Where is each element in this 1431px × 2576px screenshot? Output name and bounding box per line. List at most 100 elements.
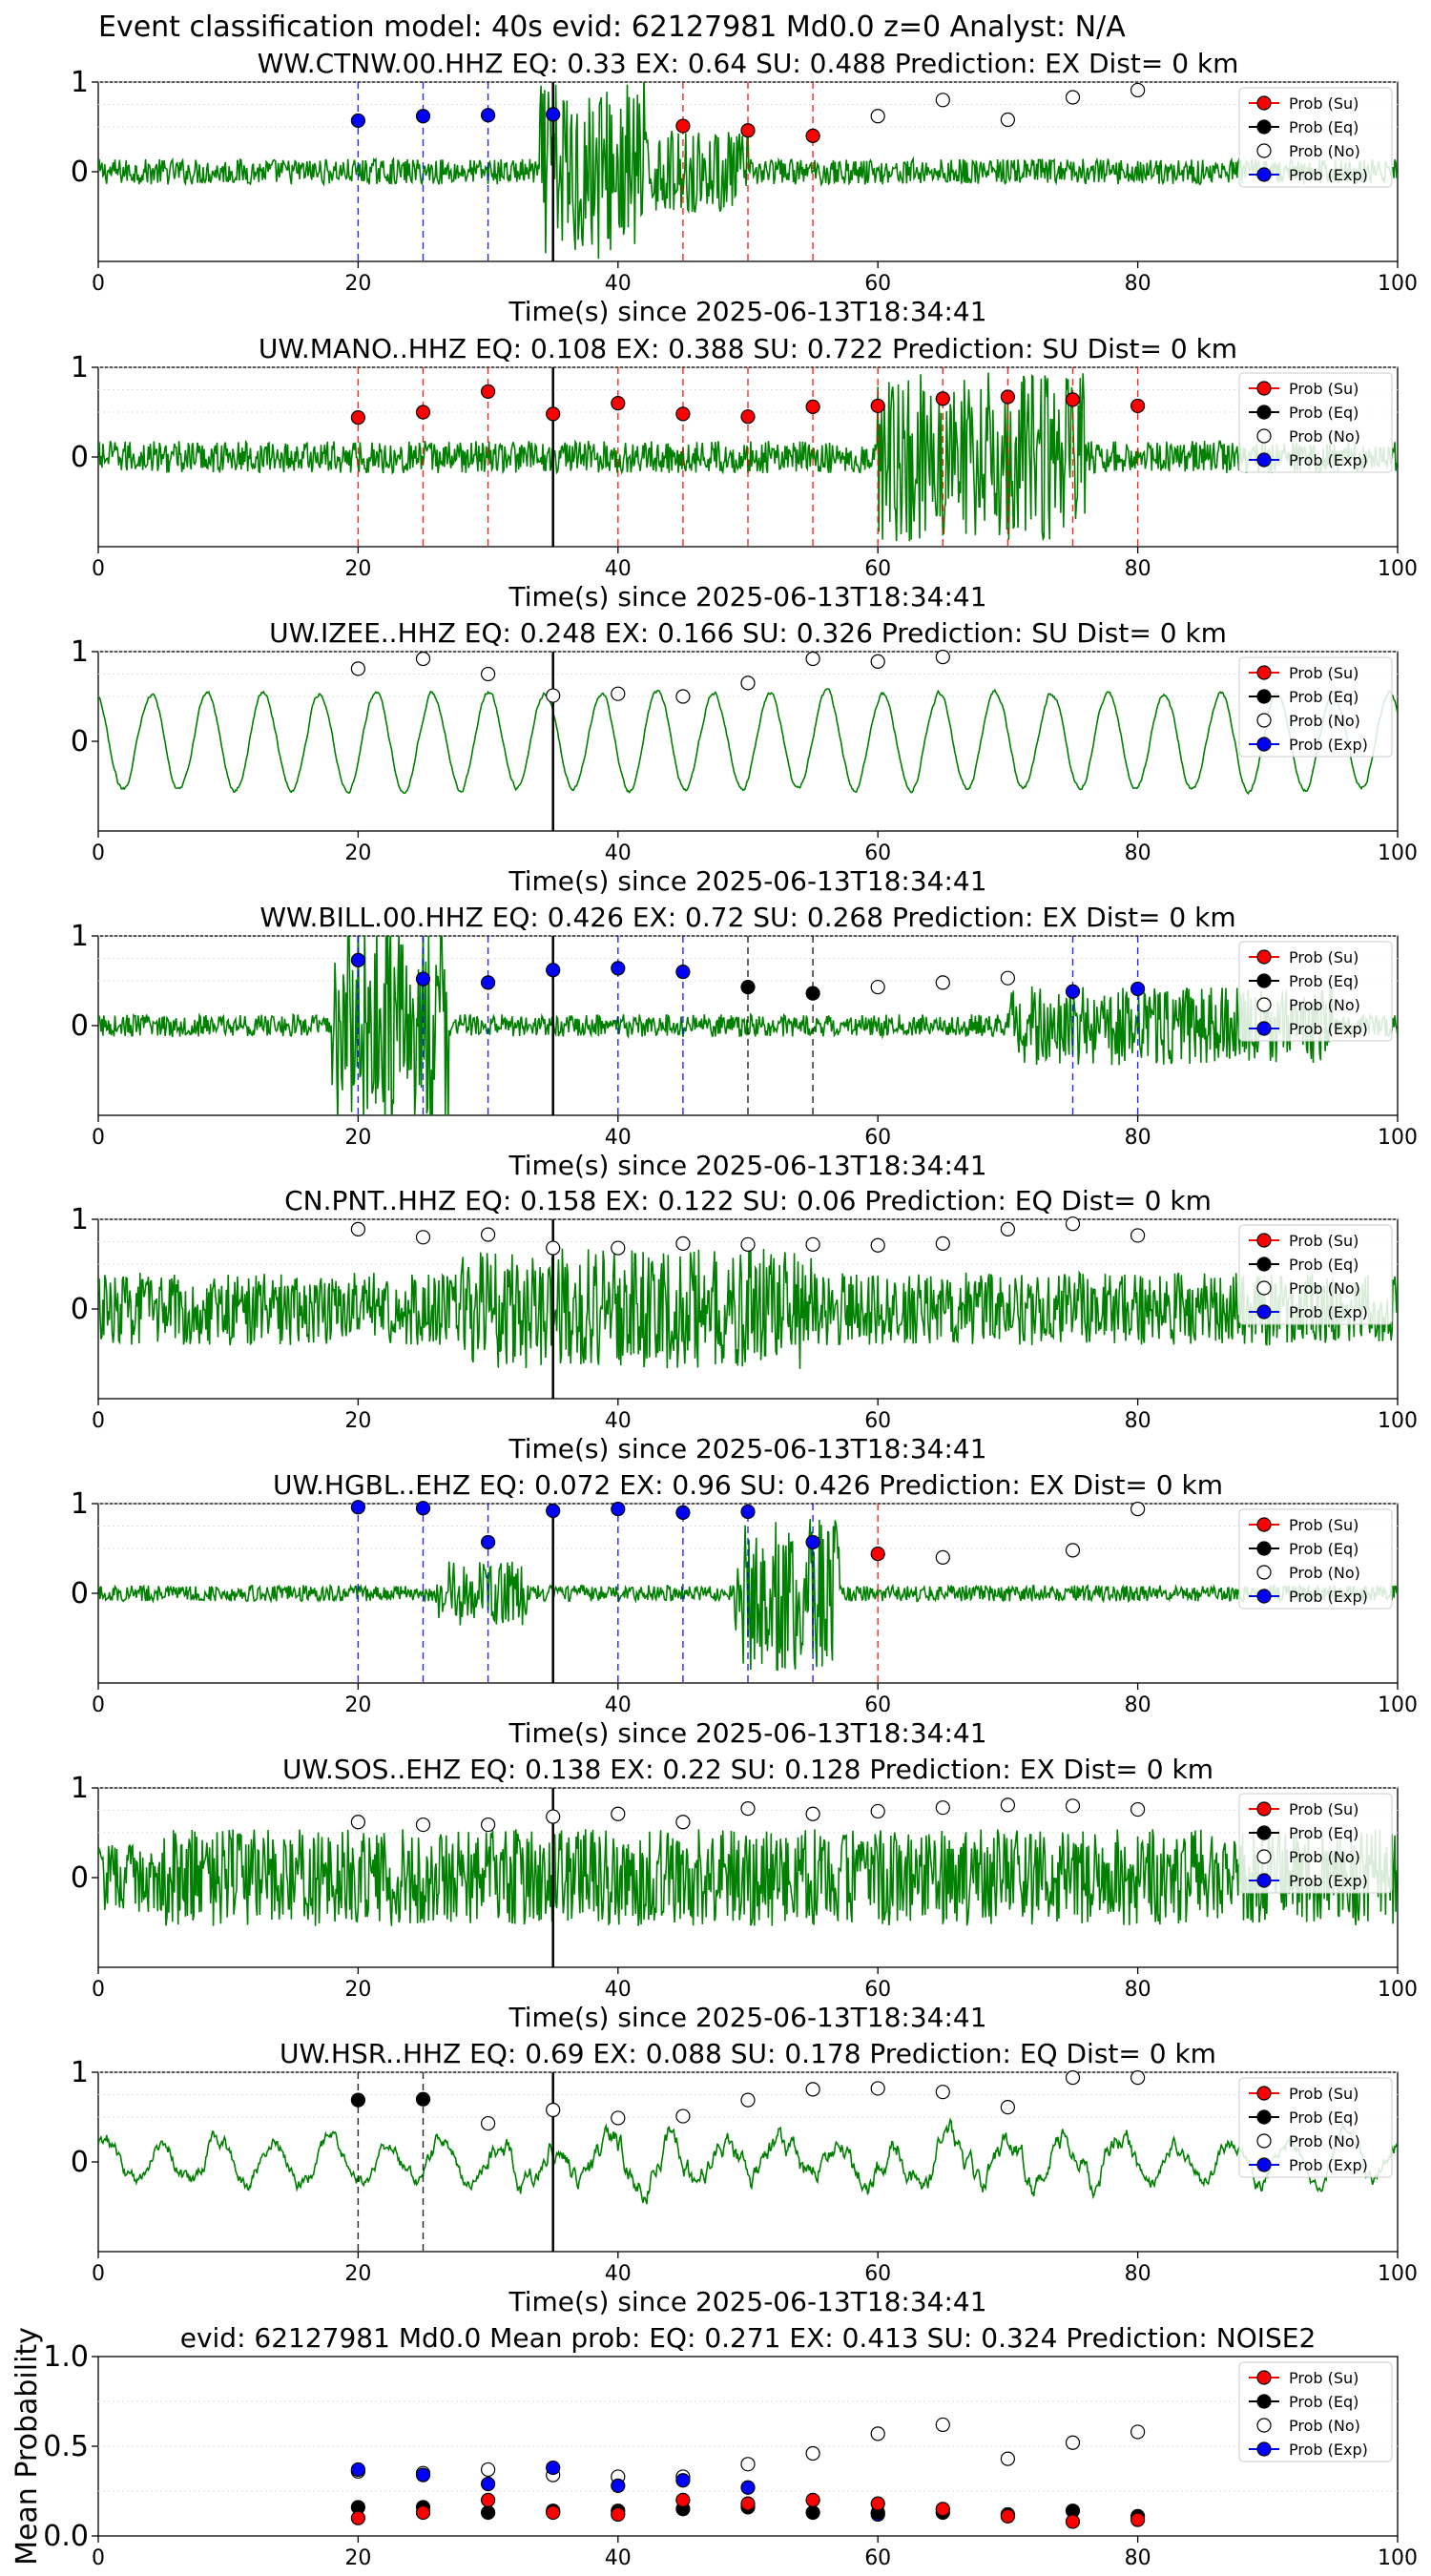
legend: Prob (Su) Prob (Eq) Prob (No) Prob (Exp) xyxy=(1238,2361,1393,2462)
legend-box xyxy=(1238,1793,1393,1894)
prob-point-no xyxy=(546,1809,561,1824)
prob-point-no xyxy=(1065,1543,1081,1558)
prob-point-no xyxy=(935,93,950,108)
legend-label: Prob (Su) xyxy=(1289,2369,1358,2387)
prob-point-no xyxy=(740,1236,756,1252)
legend-marker xyxy=(1256,1589,1272,1604)
y-tick-label: 0 xyxy=(71,725,89,758)
legend-label: Prob (Su) xyxy=(1289,1800,1358,1818)
prob-point-no xyxy=(350,661,365,676)
prob-point-su xyxy=(415,405,431,420)
legend-box xyxy=(1238,372,1393,473)
x-tick-label: 60 xyxy=(864,1693,891,1717)
x-tick-label: 100 xyxy=(1378,841,1418,865)
prob-point-no xyxy=(1000,1221,1016,1236)
prob-point-su xyxy=(481,384,496,399)
x-axis-label: Time(s) since 2025-06-13T18:34:41 xyxy=(508,2286,986,2317)
x-axis-label: Time(s) since 2025-06-13T18:34:41 xyxy=(508,2002,986,2033)
legend-label: Prob (No) xyxy=(1289,2132,1360,2150)
prob-point-su xyxy=(935,391,950,406)
prob-point-su xyxy=(546,406,561,422)
prob-point-su xyxy=(1065,392,1081,407)
prob-point-exp xyxy=(481,1534,496,1550)
x-tick-label: 40 xyxy=(605,557,632,581)
x-tick-label: 0 xyxy=(92,272,105,296)
legend-marker xyxy=(1256,452,1272,467)
y-tick-label: 0 xyxy=(71,1577,89,1610)
legend-label: Prob (Eq) xyxy=(1289,1824,1358,1842)
prob-point-no xyxy=(481,666,496,682)
legend-marker xyxy=(1256,2086,1272,2101)
panel-8: UW.HSR..HHZ EQ: 0.69 EX: 0.088 SU: 0.178… xyxy=(71,2038,1418,2317)
prob-point-no xyxy=(350,1815,365,1830)
prob-point-no xyxy=(1000,112,1016,128)
y-tick-label: 1 xyxy=(71,1203,89,1236)
prob-point-su xyxy=(350,410,365,426)
panel-1: WW.CTNW.00.HHZ EQ: 0.33 EX: 0.64 SU: 0.4… xyxy=(71,48,1418,327)
prob-point-no xyxy=(935,650,950,665)
legend-box xyxy=(1238,2361,1393,2462)
legend-label: Prob (No) xyxy=(1289,1279,1360,1298)
x-tick-label: 60 xyxy=(864,1409,891,1433)
legend-label: Prob (Su) xyxy=(1289,948,1358,966)
panel-title: UW.MANO..HHZ EQ: 0.108 EX: 0.388 SU: 0.7… xyxy=(259,333,1237,364)
x-tick-label: 0 xyxy=(92,1978,105,2002)
legend-label: Prob (No) xyxy=(1289,1848,1360,1866)
panel-9: evid: 62127981 Md0.0 Mean prob: EQ: 0.27… xyxy=(10,2322,1418,2570)
x-tick-label: 80 xyxy=(1125,2262,1151,2286)
prob-point-exp xyxy=(546,1503,561,1519)
legend-label: Prob (No) xyxy=(1289,142,1360,160)
legend: Prob (Su) Prob (Eq) Prob (No) Prob (Exp) xyxy=(1238,1508,1393,1610)
x-tick-label: 80 xyxy=(1125,557,1151,581)
prob-point-no xyxy=(611,1806,626,1821)
x-tick-label: 0 xyxy=(92,2262,105,2286)
x-tick-label: 60 xyxy=(864,557,891,581)
mean-prob-point-no xyxy=(1130,2424,1146,2440)
prob-point-su xyxy=(675,118,691,134)
prob-point-exp xyxy=(611,961,626,976)
x-tick-label: 40 xyxy=(605,1693,632,1717)
legend-marker xyxy=(1256,1873,1272,1888)
panel-3: UW.IZEE..HHZ EQ: 0.248 EX: 0.166 SU: 0.3… xyxy=(71,617,1418,897)
x-tick-label: 60 xyxy=(864,1978,891,2002)
prob-point-no xyxy=(611,686,626,701)
mean-prob-point-exp xyxy=(546,2460,561,2476)
legend-label: Prob (Su) xyxy=(1289,380,1358,398)
x-tick-label: 40 xyxy=(605,1409,632,1433)
legend-label: Prob (Exp) xyxy=(1289,1588,1368,1606)
prob-point-exp xyxy=(546,107,561,122)
prob-point-exp xyxy=(350,113,365,129)
legend-marker xyxy=(1256,973,1272,988)
legend-marker xyxy=(1256,143,1272,158)
y-axis-label: Mean Probability xyxy=(10,2327,44,2566)
legend-marker xyxy=(1256,1801,1272,1817)
x-axis-label: Time(s) since 2025-06-13T18:34:41 xyxy=(508,1150,986,1181)
prob-point-eq xyxy=(740,979,756,995)
figure-title: Event classification model: 40s evid: 62… xyxy=(98,10,1126,44)
x-tick-label: 100 xyxy=(1378,1126,1418,1150)
waveform-trace xyxy=(98,1248,1398,1369)
x-tick-label: 60 xyxy=(864,1126,891,1150)
x-tick-label: 20 xyxy=(344,1978,371,2002)
legend-marker xyxy=(1256,2133,1272,2149)
x-tick-label: 80 xyxy=(1125,2546,1151,2570)
prob-point-su xyxy=(740,409,756,425)
prob-point-no xyxy=(1000,970,1016,986)
mean-prob-point-su xyxy=(415,2504,431,2521)
prob-point-exp xyxy=(740,1504,756,1520)
prob-point-no xyxy=(415,1817,431,1833)
x-tick-label: 40 xyxy=(605,841,632,865)
prob-point-su xyxy=(1000,389,1016,405)
panel-title: evid: 62127981 Md0.0 Mean prob: EQ: 0.27… xyxy=(180,2322,1317,2354)
prob-point-no xyxy=(481,2115,496,2131)
prob-point-exp xyxy=(415,109,431,124)
legend-label: Prob (Eq) xyxy=(1289,972,1358,990)
legend-marker xyxy=(1256,1280,1272,1296)
legend-label: Prob (Eq) xyxy=(1289,2393,1358,2411)
mean-prob-point-su xyxy=(546,2504,561,2521)
legend-label: Prob (Su) xyxy=(1289,2085,1358,2103)
y-tick-label: 1 xyxy=(71,1772,89,1805)
panel-title: CN.PNT..HHZ EQ: 0.158 EX: 0.122 SU: 0.06… xyxy=(284,1185,1212,1216)
x-tick-label: 0 xyxy=(92,1693,105,1717)
